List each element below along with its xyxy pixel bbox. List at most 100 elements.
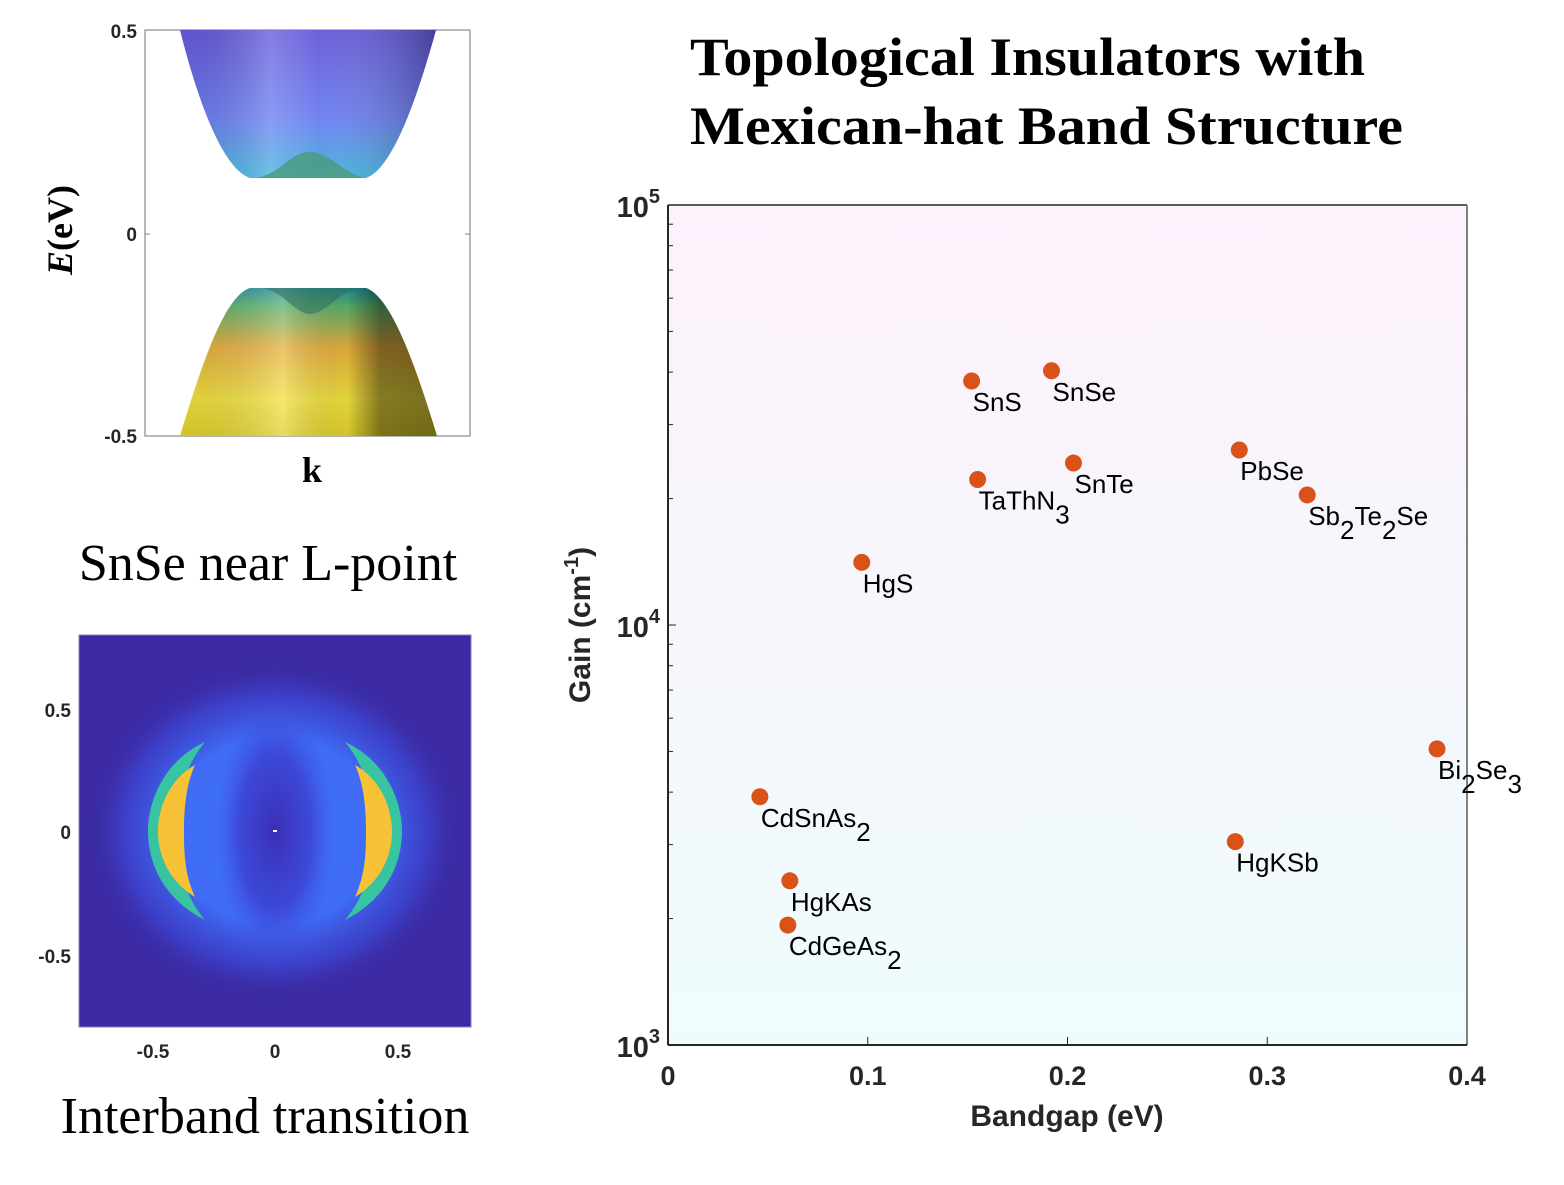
data-marker (1428, 740, 1446, 758)
data-label-text: PbSe (1240, 456, 1304, 486)
data-point-sb2te2se: Sb2​Te2​Se (1298, 486, 1428, 545)
x-tick-label: 0.1 (849, 1061, 887, 1091)
y-tick-label: 103 (617, 1026, 660, 1064)
valence-band-dip (262, 288, 360, 314)
data-point-hgkas: HgKAs (781, 872, 872, 917)
data-label: PbSe (1240, 456, 1304, 486)
data-label-text: SnS (973, 387, 1022, 417)
data-label-text: Se (1476, 755, 1508, 785)
band-ytick-label: -0.5 (104, 427, 137, 448)
data-marker (969, 471, 987, 489)
data-label-text: CdGeAs (789, 931, 887, 961)
data-label-subscript: 2 (1461, 769, 1475, 799)
conduction-band-shade (180, 30, 436, 178)
data-label-text: CdSnAs (761, 803, 856, 833)
data-label: Sb2​Te2​Se (1308, 501, 1428, 545)
y-axis-label-text: Gain (cm (564, 575, 597, 703)
band-ylabel: E(eV) (40, 185, 80, 276)
data-label-text: Te (1354, 501, 1381, 531)
data-marker (963, 372, 981, 390)
x-tick-label: 0.2 (1049, 1061, 1087, 1091)
data-label: SnS (973, 387, 1022, 417)
data-point-tathn3: TaThN3​ (969, 471, 1070, 530)
heatmap-panel: 0.5 0 -0.5 -0.5 0 0.5 Interband transiti… (38, 634, 472, 1145)
data-point-pbse: PbSe (1230, 441, 1304, 486)
y-tick-exponent: 5 (649, 186, 660, 208)
heatmap-ytick-label: 0.5 (45, 701, 72, 722)
data-label-text: HgS (863, 568, 914, 598)
chart-title-line1: Topological Insulators with (690, 27, 1365, 87)
data-label: CdSnAs2​ (761, 803, 871, 847)
data-label-text: SnSe (1053, 377, 1117, 407)
data-point-snse: SnSe (1043, 362, 1116, 407)
data-point-cdsnas2: CdSnAs2​ (751, 788, 871, 847)
x-tick-labels: 0 0.1 0.2 0.3 0.4 (660, 1061, 1485, 1091)
scatter-chart: Topological Insulators with Mexican-hat … (561, 27, 1522, 1133)
data-label-subscript: 2 (887, 945, 901, 975)
x-tick-label: 0 (660, 1061, 675, 1091)
band-structure-panel: 0.5 0 -0.5 k E(eV) SnSe near L-point (40, 22, 471, 592)
data-label-text: HgKAs (791, 887, 872, 917)
data-label: HgS (863, 568, 914, 598)
x-axis-label: Bandgap (eV) (970, 1100, 1163, 1133)
y-tick-label: 105 (617, 186, 660, 224)
data-marker (779, 916, 797, 934)
data-point-snte: SnTe (1064, 454, 1134, 499)
data-label-subscript: 3 (1507, 769, 1521, 799)
data-label: HgKAs (791, 887, 872, 917)
data-label-text: Se (1396, 501, 1428, 531)
y-tick-base: 10 (617, 612, 649, 644)
data-label-subscript: 2 (1340, 515, 1354, 545)
data-label: Bi2​Se3​ (1438, 755, 1522, 799)
data-label-text: Sb (1308, 501, 1340, 531)
band-ytick-label: 0.5 (111, 22, 138, 43)
data-label-subscript: 2 (1382, 515, 1396, 545)
valence-band-shade (180, 288, 437, 436)
heatmap-ytick-label: -0.5 (38, 947, 71, 968)
y-tick-exponent: 3 (649, 1026, 660, 1048)
data-label: SnTe (1074, 469, 1133, 499)
data-point-hgs: HgS (853, 553, 914, 598)
data-marker (751, 788, 769, 806)
data-label-subscript: 2 (856, 817, 870, 847)
band-ytick-label: 0 (126, 225, 137, 246)
heatmap-xtick-label: 0.5 (385, 1042, 412, 1063)
data-point-cdgeas2: CdGeAs2​ (779, 916, 902, 975)
data-label-text: SnTe (1074, 469, 1133, 499)
y-tick-exponent: 4 (649, 606, 661, 628)
heatmap-axes-box (78, 634, 472, 1028)
data-label: CdGeAs2​ (789, 931, 902, 975)
plot-area (668, 205, 1467, 1045)
data-marker (1230, 441, 1248, 459)
data-label-subscript: 3 (1055, 500, 1069, 530)
conduction-band-hump (255, 152, 366, 178)
heatmap-caption: Interband transition (61, 1088, 470, 1145)
band-xlabel: k (302, 450, 322, 490)
heatmap-ytick-label: 0 (60, 823, 71, 844)
band-ylabel-unit: (eV) (40, 185, 80, 251)
heatmap-xtick-label: -0.5 (137, 1042, 170, 1063)
data-marker (1298, 486, 1316, 504)
heatmap-left-lobe-core (158, 765, 195, 897)
x-tick-label: 0.3 (1248, 1061, 1286, 1091)
band-ylabel-symbol: E (40, 251, 80, 276)
x-tick-label: 0.4 (1448, 1061, 1486, 1091)
data-label-text: HgKSb (1236, 848, 1318, 878)
data-label-text: TaThN (979, 486, 1056, 516)
heatmap-right-lobe-core (355, 765, 392, 897)
data-marker (1226, 833, 1244, 851)
data-label: SnSe (1053, 377, 1117, 407)
data-point-bi2se3: Bi2​Se3​ (1428, 740, 1522, 799)
y-tick-base: 10 (617, 1032, 649, 1064)
y-axis-label-close: ) (564, 547, 597, 557)
data-label: HgKSb (1236, 848, 1318, 878)
data-label-text: Bi (1438, 755, 1461, 785)
data-marker (853, 553, 871, 571)
chart-title-line2: Mexican-hat Band Structure (690, 96, 1403, 156)
y-tick-label: 104 (617, 606, 661, 644)
y-axis-label: Gain (cm-1) (561, 547, 597, 703)
data-label: TaThN3​ (979, 486, 1070, 530)
